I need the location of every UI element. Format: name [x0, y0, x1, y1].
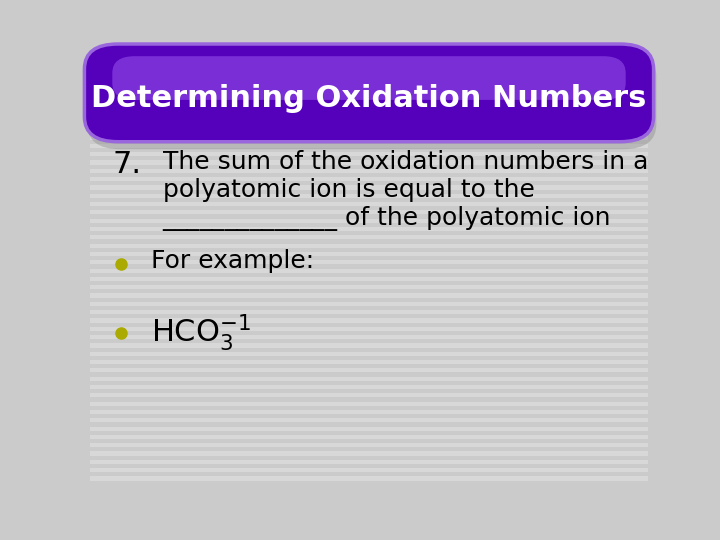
Bar	[90, 327, 648, 331]
Bar	[90, 185, 648, 190]
Bar	[90, 194, 648, 198]
Bar	[90, 285, 648, 289]
Bar	[90, 293, 648, 298]
Text: ______________ of the polyatomic ion: ______________ of the polyatomic ion	[163, 206, 611, 231]
Text: polyatomic ion is equal to the: polyatomic ion is equal to the	[163, 178, 534, 202]
Bar	[90, 69, 648, 73]
Bar	[90, 94, 648, 98]
Bar	[90, 268, 648, 273]
Bar	[90, 460, 648, 464]
Bar	[90, 152, 648, 156]
Text: Determining Oxidation Numbers: Determining Oxidation Numbers	[91, 84, 647, 112]
Bar	[90, 252, 648, 256]
Bar	[90, 160, 648, 165]
Bar	[90, 127, 648, 131]
Bar	[90, 451, 648, 456]
Text: The sum of the oxidation numbers in a: The sum of the oxidation numbers in a	[163, 150, 648, 174]
Bar	[90, 219, 648, 223]
Bar	[90, 119, 648, 123]
Bar	[90, 360, 648, 364]
FancyBboxPatch shape	[84, 44, 654, 141]
FancyBboxPatch shape	[112, 56, 626, 100]
Text: 7.: 7.	[112, 150, 141, 179]
Bar	[90, 202, 648, 206]
Bar	[90, 210, 648, 214]
Bar	[90, 402, 648, 406]
Bar	[90, 319, 648, 322]
Bar	[90, 235, 648, 239]
Bar	[90, 310, 648, 314]
Bar	[90, 302, 648, 306]
Bar	[90, 227, 648, 231]
Bar	[90, 410, 648, 414]
Bar	[90, 244, 648, 248]
Bar	[90, 260, 648, 265]
Bar	[90, 418, 648, 422]
Bar	[90, 352, 648, 356]
Text: For example:: For example:	[151, 249, 315, 273]
Bar	[90, 476, 648, 481]
Text: HCO$_3^{-1}$: HCO$_3^{-1}$	[151, 313, 251, 354]
Bar	[90, 468, 648, 472]
Bar	[90, 77, 648, 82]
Bar	[90, 85, 648, 90]
Bar	[90, 335, 648, 339]
Bar	[90, 277, 648, 281]
Bar	[90, 343, 648, 348]
Bar	[90, 111, 648, 114]
Bar	[90, 368, 648, 373]
Bar	[90, 136, 648, 140]
Bar	[90, 168, 648, 173]
Bar	[90, 385, 648, 389]
Bar	[90, 144, 648, 148]
Bar	[90, 393, 648, 397]
Bar	[90, 177, 648, 181]
Bar	[90, 427, 648, 431]
Bar	[90, 102, 648, 106]
FancyBboxPatch shape	[87, 51, 657, 149]
Bar	[90, 377, 648, 381]
Bar	[90, 435, 648, 439]
Bar	[90, 443, 648, 447]
